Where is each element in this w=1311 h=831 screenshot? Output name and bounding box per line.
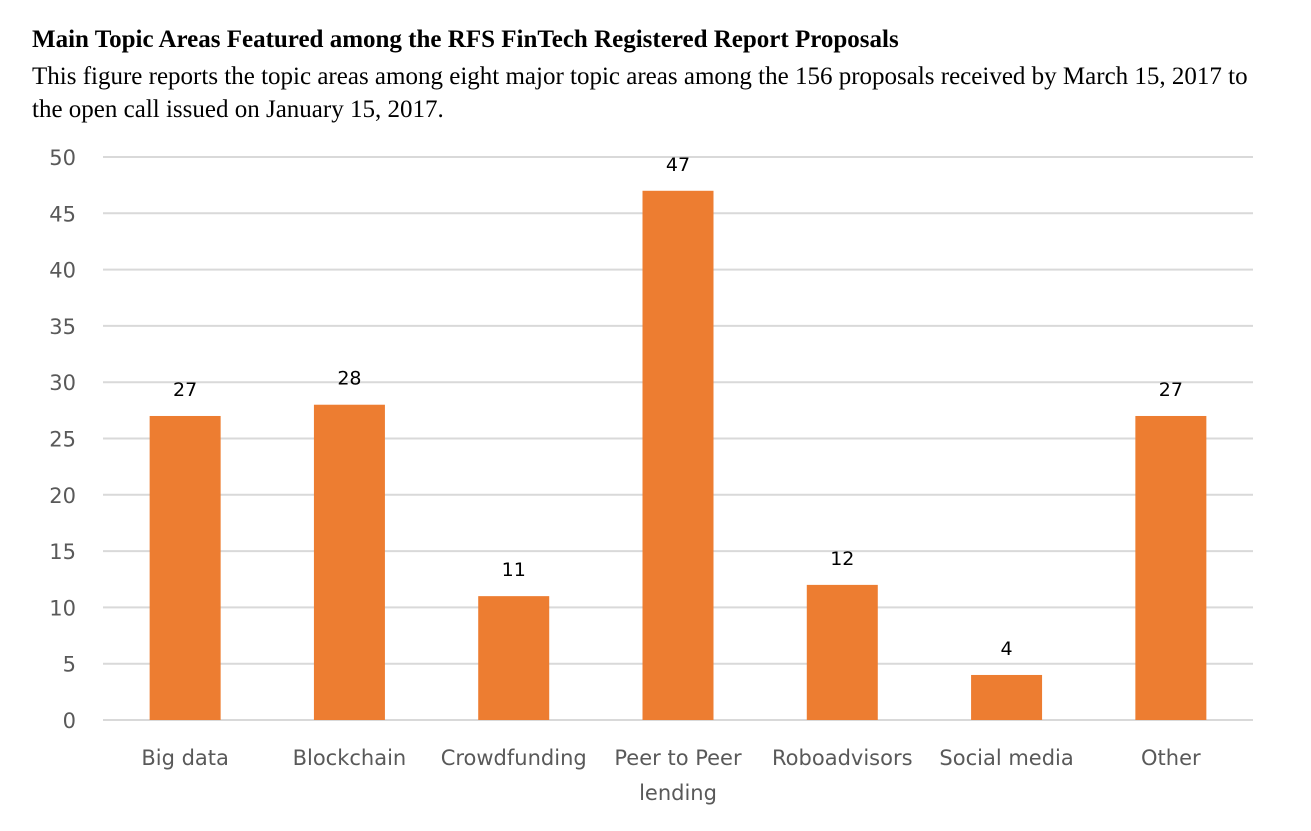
y-tick-label: 50	[49, 146, 76, 170]
bars	[149, 190, 1207, 720]
y-tick-label: 5	[63, 653, 76, 677]
category-label: Big data	[141, 746, 229, 770]
y-tick-label: 30	[49, 371, 76, 395]
data-labels: 27 28 11 47 12 4 27	[173, 154, 1183, 660]
y-tick-label: 35	[49, 315, 76, 339]
category-label: Peer to Peer lending	[614, 746, 742, 805]
figure-title: Main Topic Areas Featured among the RFS …	[32, 26, 899, 53]
y-tick-label: 15	[49, 540, 76, 564]
bar	[478, 596, 550, 720]
y-axis-tick-labels: 0 5 10 15 20 25 30 35 40 45 50	[49, 146, 76, 733]
y-tick-label: 25	[49, 428, 76, 452]
figure-caption: This figure reports the topic areas amon…	[32, 63, 1248, 123]
bar	[642, 190, 714, 720]
category-label: Roboadvisors	[772, 746, 913, 770]
y-tick-label: 45	[49, 202, 76, 226]
data-label: 4	[1001, 638, 1013, 660]
bar	[313, 404, 385, 720]
data-label: 27	[173, 379, 197, 401]
y-tick-label: 0	[63, 709, 76, 733]
category-label: Blockchain	[293, 746, 407, 770]
category-label: Social media	[939, 746, 1073, 770]
data-label: 28	[337, 368, 361, 390]
category-label: Other	[1141, 746, 1201, 770]
bar	[1135, 415, 1207, 720]
y-tick-label: 20	[49, 484, 76, 508]
data-label: 47	[666, 154, 690, 176]
y-tick-label: 40	[49, 259, 76, 283]
x-axis-category-labels: Big data Blockchain Crowdfunding Peer to Pe…	[141, 746, 1201, 805]
bar	[149, 415, 221, 720]
data-label: 11	[502, 559, 526, 581]
category-label: Crowdfunding	[441, 746, 587, 770]
bar	[971, 674, 1043, 720]
bar	[806, 584, 878, 720]
data-label: 12	[830, 548, 854, 570]
y-tick-label: 10	[49, 596, 76, 620]
data-label: 27	[1159, 379, 1183, 401]
